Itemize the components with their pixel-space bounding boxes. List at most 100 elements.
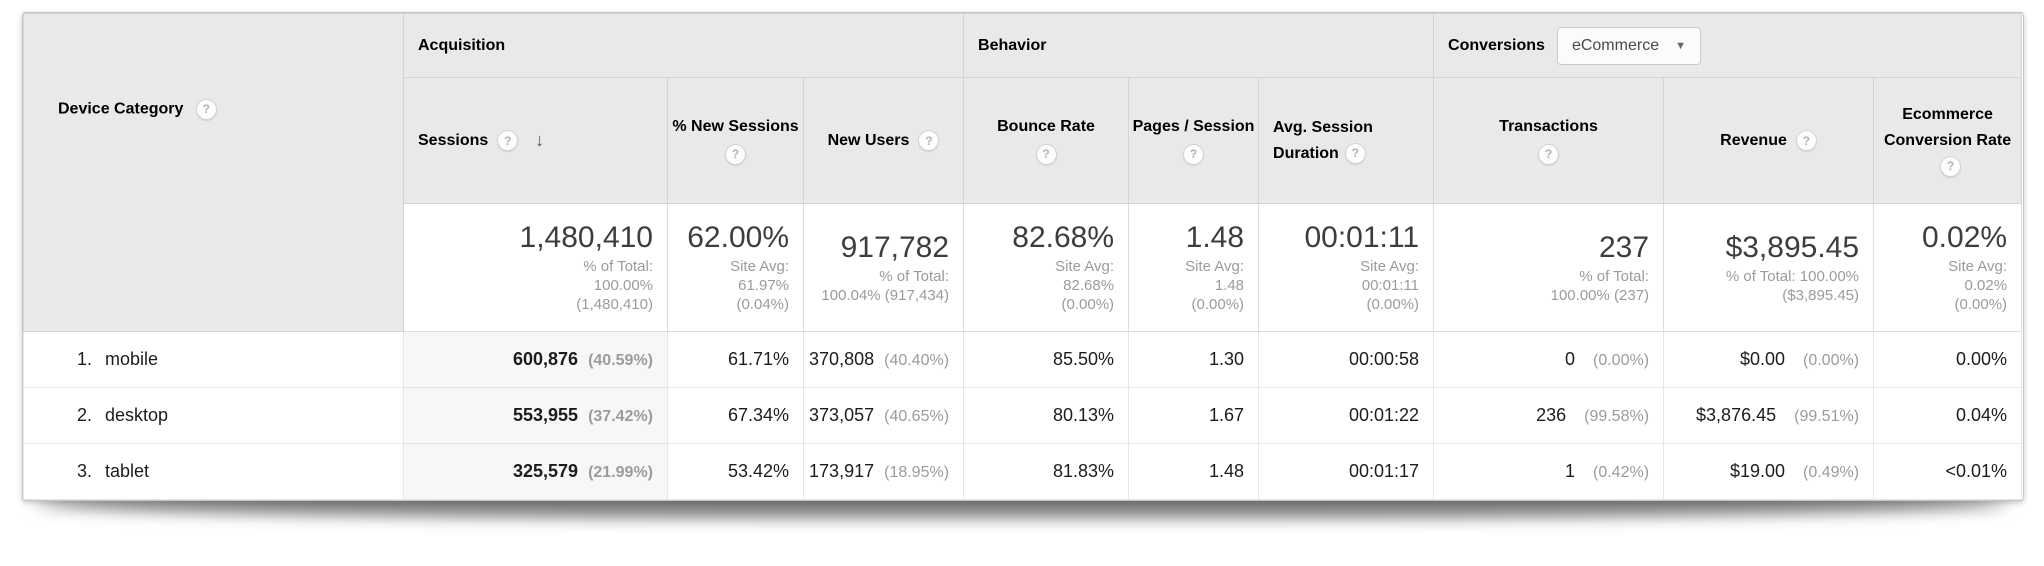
- help-icon[interactable]: ?: [725, 144, 746, 165]
- totals-avg-session-duration-value: 00:01:11: [1304, 221, 1420, 254]
- dropdown-selected-value: eCommerce: [1571, 36, 1660, 54]
- totals-bounce-rate-value: 82.68%: [1012, 221, 1115, 254]
- cell-new-users: 373,057 (40.65%): [802, 387, 965, 444]
- totals-ecommerce-conversion-rate-value: 0.02%: [1921, 221, 2008, 254]
- totals-new-users-value: 917,782: [840, 230, 950, 264]
- conversions-label: Conversions: [1448, 36, 1545, 54]
- pages-per-session-header-label: Pages / Session: [1132, 118, 1255, 135]
- cell-revenue: $19.00 (0.49%): [1663, 443, 1875, 500]
- cell-revenue: $0.00 (0.00%): [1663, 331, 1875, 388]
- cell-new-users: 370,808 (40.40%): [802, 331, 965, 388]
- totals-avg-session-duration: 00:01:11 Site Avg: 00:01:11 (0.00%): [1258, 203, 1435, 332]
- row-index: 3.: [77, 461, 93, 481]
- cell-pct-new-sessions: 53.42%: [667, 443, 804, 500]
- device-name: tablet: [105, 461, 150, 481]
- cell-ecommerce-conversion-rate: 0.00%: [1873, 331, 2023, 388]
- totals-pct-new-sessions-value: 62.00%: [687, 221, 789, 254]
- totals-revenue-value: $3,895.45: [1725, 230, 1860, 264]
- column-header-ecommerce-conversion-rate[interactable]: Ecommerce Conversion Rate?: [1873, 77, 2023, 204]
- conversions-goal-dropdown[interactable]: eCommerce ▼: [1556, 26, 1701, 65]
- totals-transactions: 237 % of Total: 100.00% (237): [1433, 203, 1665, 332]
- help-icon[interactable]: ?: [1795, 130, 1817, 151]
- cell-revenue: $3,876.45 (99.51%): [1663, 387, 1875, 444]
- cell-bounce-rate: 85.50%: [963, 331, 1130, 388]
- cell-avg-session-duration: 00:00:58: [1258, 331, 1435, 388]
- group-header-row: Device Category ? Acquisition Behavior C…: [23, 13, 2023, 332]
- totals-pages-per-session-value: 1.48: [1185, 221, 1245, 254]
- column-header-device-category: Device Category ?: [23, 13, 404, 332]
- pct-new-sessions-header-label: % New Sessions: [672, 118, 799, 135]
- help-icon[interactable]: ?: [497, 130, 519, 151]
- column-header-new-users[interactable]: New Users ?: [802, 77, 965, 204]
- totals-ecommerce-conversion-rate: 0.02% Site Avg: 0.02% (0.00%): [1873, 203, 2023, 332]
- transactions-header-label: Transactions: [1499, 118, 1598, 135]
- cell-ecommerce-conversion-rate: <0.01%: [1873, 443, 2023, 500]
- totals-revenue: $3,895.45 % of Total: 100.00% ($3,895.45…: [1663, 203, 1875, 332]
- group-header-acquisition: Acquisition: [402, 13, 965, 78]
- cell-transactions: 0 (0.00%): [1433, 331, 1665, 388]
- column-header-bounce-rate[interactable]: Bounce Rate ?: [963, 77, 1130, 204]
- table-row-desktop: 2. desktop 553,955 (37.42%) 67.34% 373,057…: [23, 387, 2023, 444]
- behavior-label: Behavior: [978, 36, 1047, 54]
- sort-descending-icon[interactable]: ↓: [535, 130, 545, 150]
- help-icon[interactable]: ?: [1940, 155, 1962, 177]
- new-users-header-label: New Users: [827, 131, 910, 149]
- totals-transactions-value: 237: [1598, 230, 1650, 264]
- device-name: desktop: [105, 405, 169, 425]
- avg-session-duration-header-label: Avg. Session Duration: [1273, 118, 1373, 162]
- column-header-transactions[interactable]: Transactions ?: [1433, 77, 1665, 204]
- dimension-cell: 3. tablet: [23, 443, 404, 500]
- column-header-avg-session-duration[interactable]: Avg. Session Duration?: [1258, 77, 1435, 204]
- cell-pages-per-session: 1.48: [1128, 443, 1260, 500]
- cell-pages-per-session: 1.30: [1128, 331, 1260, 388]
- group-header-behavior: Behavior: [963, 13, 1435, 78]
- help-icon[interactable]: ?: [195, 98, 217, 120]
- cell-pages-per-session: 1.67: [1128, 387, 1260, 444]
- dimension-cell: 1. mobile: [23, 331, 404, 388]
- column-header-sessions[interactable]: Sessions ? ↓: [403, 77, 668, 204]
- totals-row: 1,480,410 % of Total: 100.00% (1,480,410…: [24, 203, 2023, 332]
- dimension-cell: 2. desktop: [23, 387, 404, 444]
- bounce-rate-header-label: Bounce Rate: [997, 118, 1095, 135]
- cell-sessions: 325,579 (21.99%): [403, 443, 668, 500]
- help-icon[interactable]: ?: [1344, 142, 1366, 164]
- device-category-table: Device Category ? Acquisition Behavior C…: [23, 13, 2023, 500]
- analytics-report-table: Device Category ? Acquisition Behavior C…: [22, 12, 2024, 501]
- cell-transactions: 236 (99.58%): [1433, 387, 1665, 444]
- cell-bounce-rate: 80.13%: [963, 387, 1130, 444]
- cell-avg-session-duration: 00:01:17: [1258, 443, 1435, 500]
- totals-new-users: 917,782 % of Total: 100.04% (917,434): [802, 203, 965, 332]
- help-icon[interactable]: ?: [1538, 144, 1560, 165]
- acquisition-label: Acquisition: [418, 36, 506, 54]
- totals-sessions: 1,480,410 % of Total: 100.00% (1,480,410…: [403, 203, 668, 332]
- group-header-conversions: Conversions eCommerce ▼: [1433, 13, 2023, 78]
- cell-sessions: 553,955 (37.42%): [403, 387, 668, 444]
- row-index: 1.: [77, 349, 93, 369]
- cell-avg-session-duration: 00:01:22: [1258, 387, 1435, 444]
- cell-ecommerce-conversion-rate: 0.04%: [1873, 387, 2023, 444]
- cell-sessions: 600,876 (40.59%): [403, 331, 668, 388]
- column-header-pct-new-sessions[interactable]: % New Sessions ?: [667, 77, 804, 204]
- cell-pct-new-sessions: 61.71%: [667, 331, 804, 388]
- help-icon[interactable]: ?: [1183, 144, 1205, 165]
- table-row-mobile: 1. mobile 600,876 (40.59%) 61.71% 370,808(…: [23, 331, 2023, 388]
- totals-pages-per-session: 1.48 Site Avg: 1.48 (0.00%): [1128, 203, 1260, 332]
- sessions-header-label: Sessions: [418, 131, 489, 149]
- totals-sessions-value: 1,480,410: [519, 221, 653, 254]
- dropdown-arrow-icon: ▼: [1675, 39, 1686, 52]
- column-header-revenue[interactable]: Revenue ?: [1663, 77, 1875, 204]
- totals-bounce-rate: 82.68% Site Avg: 82.68% (0.00%): [963, 203, 1130, 332]
- metric-header-row: Sessions ? ↓ % New Sessions ? New: [24, 77, 2023, 204]
- device-name: mobile: [105, 349, 159, 369]
- totals-sessions-sub: % of Total: 100.00% (1,480,410): [576, 258, 653, 313]
- ecommerce-conversion-rate-header-label: Ecommerce Conversion Rate: [1883, 105, 2012, 149]
- column-header-pages-per-session[interactable]: Pages / Session ?: [1128, 77, 1260, 204]
- table-row-tablet: 3. tablet 325,579 (21.99%) 53.42% 173,917(…: [23, 443, 2023, 500]
- cell-pct-new-sessions: 67.34%: [667, 387, 804, 444]
- help-icon[interactable]: ?: [1035, 144, 1057, 165]
- help-icon[interactable]: ?: [918, 130, 940, 151]
- cell-bounce-rate: 81.83%: [963, 443, 1130, 500]
- revenue-header-label: Revenue: [1720, 131, 1787, 149]
- row-index: 2.: [77, 405, 93, 425]
